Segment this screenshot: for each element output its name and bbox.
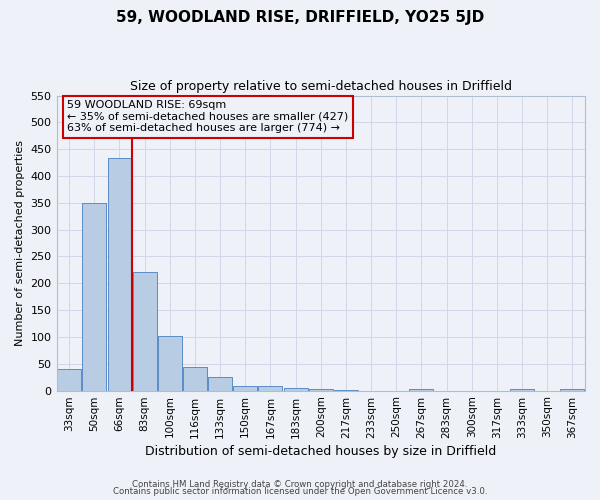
Text: 59, WOODLAND RISE, DRIFFIELD, YO25 5JD: 59, WOODLAND RISE, DRIFFIELD, YO25 5JD: [116, 10, 484, 25]
Text: Contains public sector information licensed under the Open Government Licence v3: Contains public sector information licen…: [113, 488, 487, 496]
Bar: [183, 367, 207, 390]
Bar: [409, 389, 433, 390]
Bar: [57, 369, 81, 390]
Bar: [133, 272, 157, 390]
Bar: [259, 386, 283, 390]
Bar: [233, 386, 257, 390]
Bar: [158, 336, 182, 390]
Bar: [284, 388, 308, 390]
Bar: [82, 203, 106, 390]
Bar: [107, 158, 131, 390]
Text: Contains HM Land Registry data © Crown copyright and database right 2024.: Contains HM Land Registry data © Crown c…: [132, 480, 468, 489]
Bar: [208, 377, 232, 390]
Title: Size of property relative to semi-detached houses in Driffield: Size of property relative to semi-detach…: [130, 80, 512, 93]
Y-axis label: Number of semi-detached properties: Number of semi-detached properties: [15, 140, 25, 346]
Text: 59 WOODLAND RISE: 69sqm
← 35% of semi-detached houses are smaller (427)
63% of s: 59 WOODLAND RISE: 69sqm ← 35% of semi-de…: [67, 100, 349, 133]
X-axis label: Distribution of semi-detached houses by size in Driffield: Distribution of semi-detached houses by …: [145, 444, 496, 458]
